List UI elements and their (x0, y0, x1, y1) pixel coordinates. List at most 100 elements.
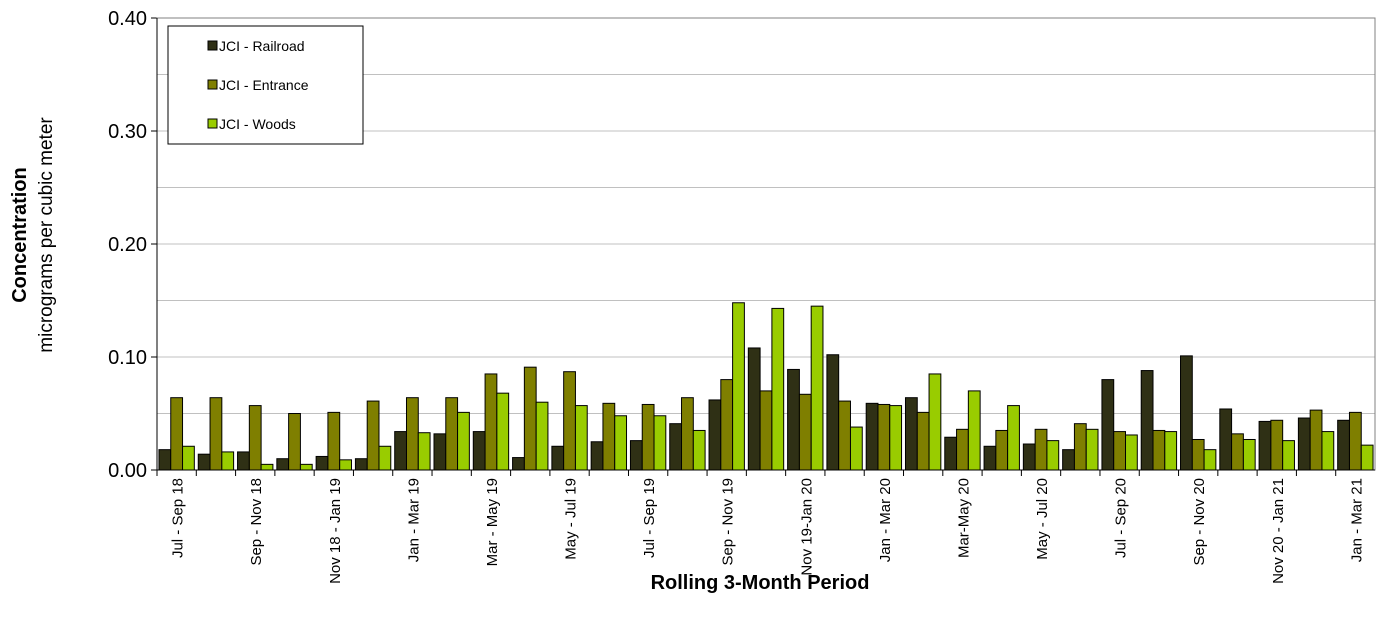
bar (248, 405, 262, 471)
bar (354, 458, 368, 471)
bar (1085, 428, 1099, 471)
y-tick-label: 0.40 (108, 8, 147, 30)
bar (747, 347, 761, 471)
bar (1231, 433, 1244, 471)
bar (692, 429, 706, 471)
bar (810, 305, 824, 471)
bar (681, 397, 694, 471)
bar (889, 405, 903, 471)
bar (928, 373, 942, 471)
bar (327, 411, 341, 471)
bar (405, 397, 419, 471)
x-tick-label: Sep - Nov 19 (720, 478, 737, 566)
bar (1113, 431, 1127, 471)
bar (158, 449, 172, 471)
bar (956, 428, 969, 471)
bar (551, 445, 565, 471)
bar (904, 397, 918, 471)
x-tick-label: Jul - Sep 18 (170, 478, 187, 558)
legend-label: JCI - Woods (219, 116, 296, 132)
y-tick-label: 0.20 (108, 234, 147, 256)
bar (669, 423, 683, 471)
bar (967, 390, 981, 471)
bar (512, 457, 525, 471)
bar (197, 453, 211, 471)
bar (1062, 449, 1075, 471)
y-tick-label: 0.10 (108, 347, 147, 369)
x-tick-label: Jul - Sep 20 (1113, 478, 1130, 558)
bar (838, 400, 851, 471)
bar (771, 307, 785, 471)
bar (983, 445, 997, 471)
bar (1282, 440, 1295, 471)
bar (237, 451, 250, 471)
bar (417, 432, 431, 471)
legend-swatch (207, 79, 218, 90)
bar (1152, 429, 1166, 471)
bar (877, 403, 891, 471)
x-tick-label: Nov 19-Jan 20 (798, 478, 815, 576)
bar (276, 458, 290, 471)
x-tick-label: Mar-May 20 (955, 478, 972, 558)
bar (457, 411, 470, 471)
bar (394, 431, 407, 471)
bar (759, 390, 773, 471)
bar (1007, 405, 1020, 471)
bar (1191, 438, 1205, 471)
bar (221, 451, 235, 471)
bar (602, 402, 616, 471)
y-axis-title: Concentration (9, 167, 31, 303)
bar (523, 366, 537, 471)
bar (433, 433, 447, 471)
bar (641, 403, 655, 471)
x-tick-label: Sep - Nov 18 (248, 478, 265, 566)
bar (484, 373, 498, 471)
bar (865, 402, 879, 471)
bar (1046, 440, 1060, 471)
legend-label: JCI - Entrance (219, 77, 309, 93)
bar (496, 392, 510, 471)
bar (1022, 443, 1036, 471)
bar (366, 400, 380, 471)
x-tick-label: Jan - Mar 20 (877, 478, 894, 562)
y-tick-label: 0.00 (108, 460, 147, 482)
bar (1125, 434, 1138, 471)
bar (299, 463, 313, 471)
x-tick-label: Nov 20 - Jan 21 (1270, 478, 1287, 584)
legend-swatch (207, 40, 218, 51)
bar (1034, 428, 1048, 471)
bar (590, 441, 604, 471)
bar (916, 411, 930, 471)
bar (732, 302, 745, 471)
bar (1348, 411, 1362, 471)
bar (472, 431, 486, 471)
bar (535, 401, 549, 471)
x-tick-label: Sep - Nov 20 (1191, 478, 1208, 566)
bar (1180, 355, 1193, 471)
x-tick-label: Jul - Sep 19 (641, 478, 658, 558)
x-tick-label: Jan - Mar 19 (405, 478, 422, 562)
x-axis-title: Rolling 3-Month Period (651, 572, 870, 594)
bar (944, 436, 958, 471)
legend-label: JCI - Railroad (219, 38, 305, 54)
bar (614, 415, 628, 471)
bar (288, 413, 301, 471)
bar (826, 354, 840, 471)
bar (720, 379, 734, 471)
bar (849, 426, 863, 471)
legend-swatch (207, 118, 218, 129)
x-tick-label: Mar - May 19 (484, 478, 501, 566)
bar (995, 429, 1009, 471)
bar (378, 445, 392, 471)
bar (787, 368, 800, 471)
bar (445, 397, 459, 471)
bar (1140, 370, 1154, 471)
y-axis-subtitle: micrograms per cubic meter (36, 117, 57, 353)
bar (653, 415, 667, 471)
bar (1337, 419, 1350, 471)
bar (170, 397, 184, 471)
x-tick-label: May - Jul 19 (563, 478, 580, 560)
bar (563, 371, 576, 471)
bar (1309, 409, 1323, 471)
